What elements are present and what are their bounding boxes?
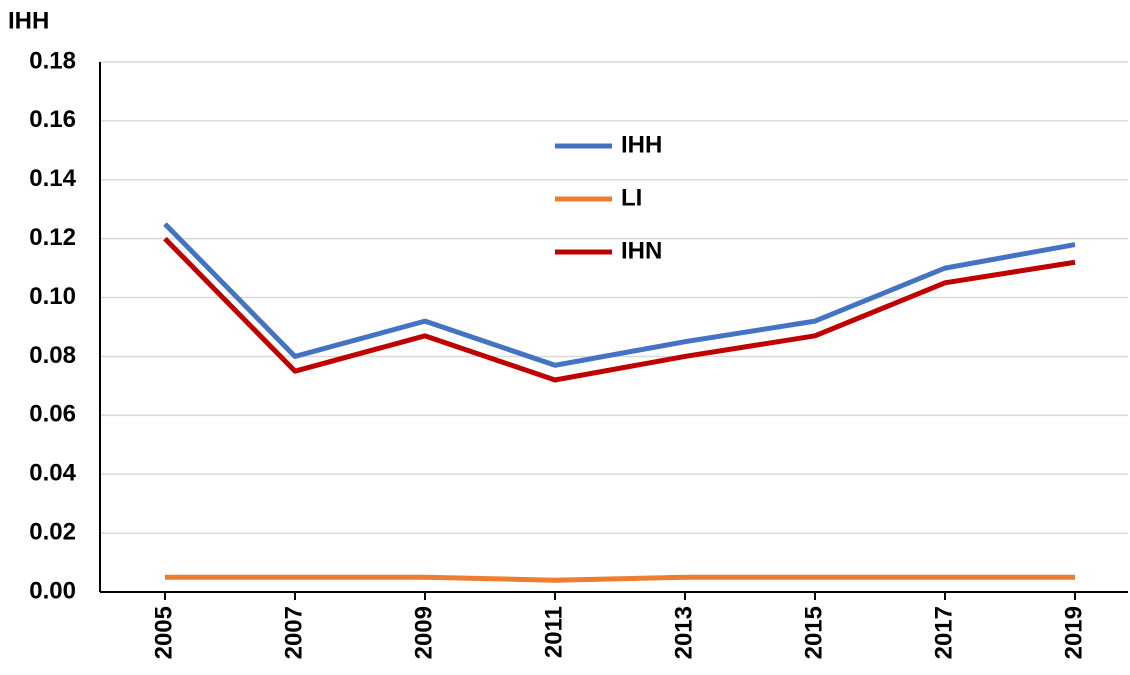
y-tick-label: 0.00 bbox=[29, 577, 76, 604]
y-axis-title: IHH bbox=[8, 7, 49, 34]
y-tick-label: 0.16 bbox=[29, 106, 76, 133]
y-tick-label: 0.14 bbox=[29, 165, 76, 192]
x-tick-label: 2009 bbox=[410, 606, 437, 659]
y-tick-label: 0.10 bbox=[29, 283, 76, 310]
series-line bbox=[163, 236, 1076, 383]
x-tick-label: 2015 bbox=[800, 606, 827, 659]
legend-label: IHN bbox=[621, 237, 662, 264]
y-tick-label: 0.04 bbox=[29, 460, 76, 487]
y-tick-label: 0.06 bbox=[29, 401, 76, 428]
y-tick-label: 0.18 bbox=[29, 47, 76, 74]
y-tick-label: 0.12 bbox=[29, 224, 76, 251]
series-line bbox=[163, 222, 1076, 368]
x-tick-label: 2011 bbox=[540, 606, 567, 658]
x-tick-label: 2019 bbox=[1060, 606, 1087, 659]
legend-label: IHH bbox=[621, 131, 662, 158]
x-tick-label: 2013 bbox=[670, 606, 697, 659]
x-tick-label: 2007 bbox=[280, 606, 307, 659]
x-tick-label: 2005 bbox=[150, 606, 177, 659]
y-tick-label: 0.08 bbox=[29, 342, 76, 369]
y-tick-label: 0.02 bbox=[29, 518, 76, 545]
legend-label: LI bbox=[621, 184, 642, 211]
series-line bbox=[165, 574, 1075, 583]
x-tick-label: 2017 bbox=[930, 606, 957, 659]
